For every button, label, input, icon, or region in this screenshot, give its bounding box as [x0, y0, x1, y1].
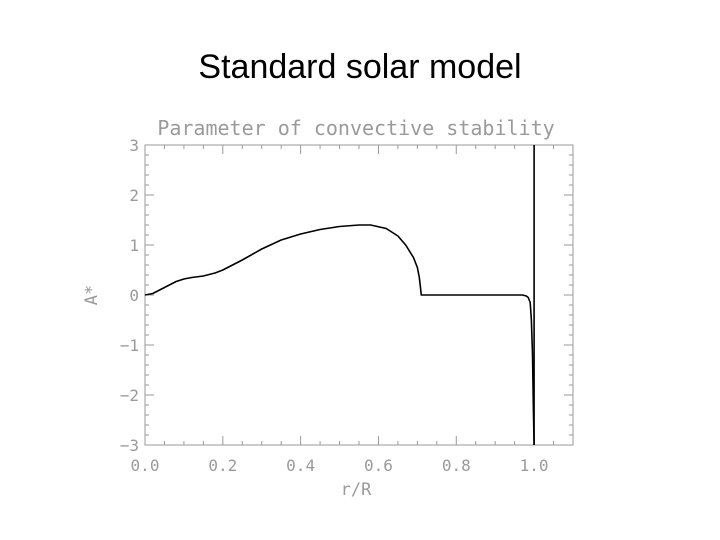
y-axis-ticks: 3 2 1 0 −1 −2 −3 [120, 136, 573, 455]
y-tick-label: −3 [120, 436, 139, 455]
y-tick-label: −1 [120, 336, 139, 355]
x-tick-label: 0.8 [442, 456, 471, 475]
y-tick-label: 1 [129, 236, 139, 255]
chart-title: Parameter of convective stability [157, 116, 554, 140]
y-tick-label: 2 [129, 186, 139, 205]
x-tick-label: 0.2 [208, 456, 237, 475]
slide-title: Standard solar model [198, 48, 522, 86]
y-tick-label: 3 [129, 136, 139, 155]
x-axis-label: r/R [341, 480, 372, 500]
stability-curve [144, 224, 535, 446]
y-axis-label: A* [82, 285, 102, 305]
series-group [144, 145, 535, 446]
x-tick-label: 0.6 [364, 456, 393, 475]
x-axis-ticks: 0.0 0.2 0.4 0.6 0.8 1.0 [131, 145, 574, 475]
x-tick-label: 0.4 [286, 456, 315, 475]
y-tick-label: −2 [120, 386, 139, 405]
y-axis-label-group: A* [82, 285, 102, 305]
x-tick-label: 1.0 [520, 456, 549, 475]
y-tick-label: 0 [129, 286, 139, 305]
x-tick-label: 0.0 [131, 456, 160, 475]
